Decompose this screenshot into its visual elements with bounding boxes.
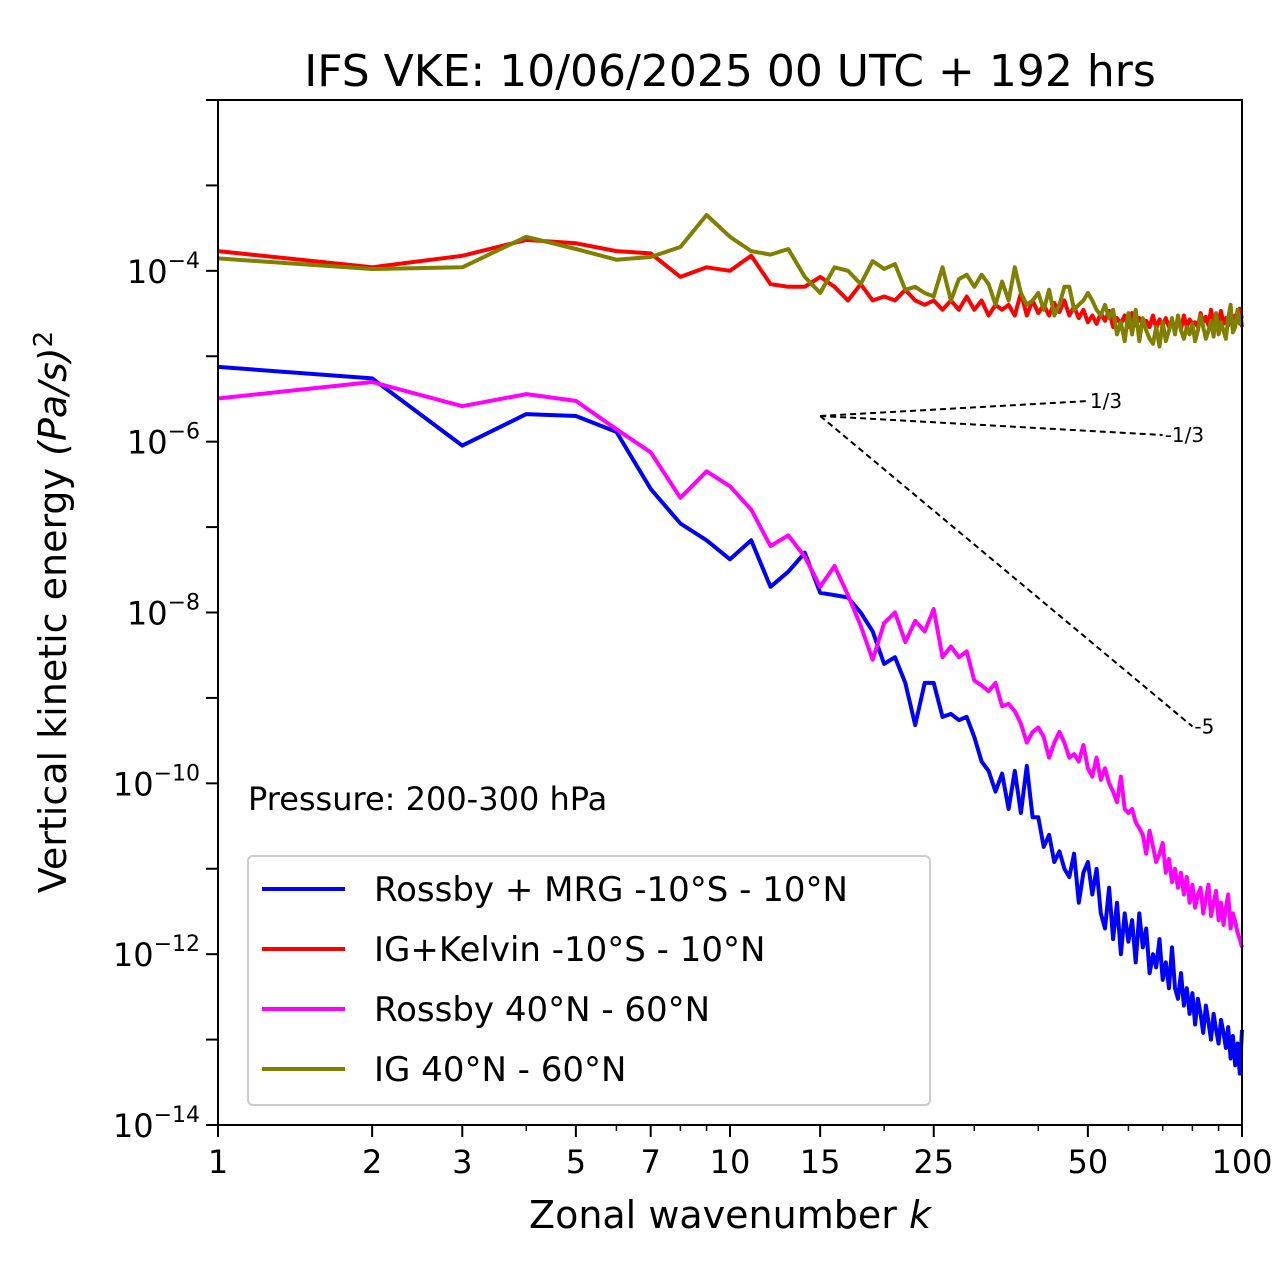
- slope-label-3: -5: [1194, 714, 1214, 738]
- y-tick-label: 10−10: [113, 761, 200, 803]
- y-tick-label: 10−14: [113, 1103, 200, 1145]
- y-axis-label: Vertical kinetic energy (Pa/s)2: [29, 331, 75, 893]
- chart-title: IFS VKE: 10/06/2025 00 UTC + 192 hrs: [304, 46, 1156, 97]
- x-tick-label: 25: [913, 1143, 954, 1181]
- x-axis-ticks: 1 2 3 5 7 10 15 25 50 100: [208, 1125, 1273, 1181]
- legend-label: IG+Kelvin -10°S - 10°N: [374, 930, 765, 970]
- x-tick-label: 2: [362, 1143, 382, 1181]
- legend-label: Rossby 40°N - 60°N: [374, 990, 710, 1030]
- legend: Rossby + MRG -10°S - 10°N IG+Kelvin -10°S…: [247, 855, 931, 1106]
- slope-label-2: -1/3: [1165, 423, 1204, 447]
- series-line-1: [217, 364, 1244, 1076]
- x-tick-label: 7: [641, 1143, 661, 1181]
- slope-line-1: [820, 400, 1088, 417]
- series-lines: [217, 213, 1244, 1076]
- y-tick-label: 10−12: [113, 932, 200, 974]
- x-tick-label: 10: [710, 1143, 751, 1181]
- series-line-2: [217, 237, 1244, 331]
- pressure-annotation: Pressure: 200-300 hPa: [248, 780, 607, 818]
- series-line-4: [217, 213, 1244, 349]
- legend-box: [247, 855, 931, 1106]
- series-line-3: [217, 380, 1244, 948]
- slope-line-2: [820, 414, 1163, 436]
- slope-label-1: 1/3: [1090, 389, 1122, 413]
- x-tick-label: 15: [800, 1143, 841, 1181]
- y-tick-label: 10−8: [127, 591, 200, 633]
- x-axis-label: Zonal wavenumber k: [529, 1193, 933, 1237]
- slope-line-3: [819, 415, 1194, 728]
- x-tick-label: 1: [208, 1143, 228, 1181]
- x-tick-label: 5: [566, 1143, 586, 1181]
- x-tick-label: 3: [452, 1143, 472, 1181]
- x-tick-label: 100: [1211, 1143, 1272, 1181]
- legend-label: IG 40°N - 60°N: [374, 1050, 626, 1090]
- x-tick-label: 50: [1068, 1143, 1109, 1181]
- y-tick-label: 10−4: [127, 249, 200, 291]
- y-axis-ticks: 10−4 10−6 10−8 10−10 10−12 10−14: [113, 99, 218, 1145]
- reference-slopes: 1/3 -1/3 -5: [819, 389, 1214, 738]
- y-tick-label: 10−6: [127, 420, 200, 462]
- legend-label: Rossby + MRG -10°S - 10°N: [374, 870, 848, 910]
